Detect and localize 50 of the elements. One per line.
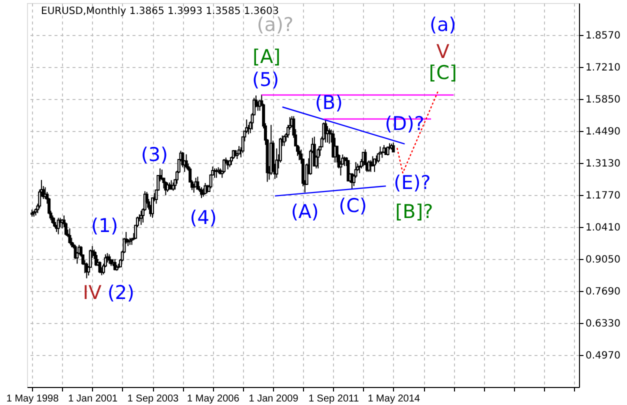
y-tick-label: 1.3130	[586, 158, 620, 170]
candlestick	[184, 154, 188, 169]
candlestick	[324, 120, 328, 144]
y-tick-label: 0.9050	[586, 254, 620, 266]
candlestick	[369, 160, 372, 172]
annotation: IV	[82, 282, 102, 304]
y-tick-label: 0.7690	[586, 286, 620, 298]
y-tick-label: 1.8570	[586, 30, 620, 42]
annotation: (2)	[107, 282, 134, 304]
y-tick-label: 1.5850	[586, 94, 620, 106]
candlestick	[222, 158, 226, 174]
x-tick-label: 1 Jan 2009	[248, 394, 299, 404]
candlestick	[373, 158, 376, 172]
annotation: [B]?	[395, 201, 434, 223]
annotation: (E)?	[394, 172, 431, 194]
y-tick-label: 0.4970	[586, 350, 620, 362]
chart-title: EURUSD,Monthly 1.3865 1.3993 1.3585 1.3603	[41, 6, 279, 17]
annotation: (4)	[190, 207, 217, 229]
x-tick-label: 1 May 2014	[368, 394, 420, 404]
candlestick	[53, 217, 56, 228]
candlestick	[98, 260, 102, 274]
x-tick-label: 1 May 2006	[187, 394, 240, 404]
y-tick-label: 1.4490	[586, 126, 620, 138]
annotation: (5)	[252, 69, 280, 91]
x-tick-label: 1 May 1998	[6, 394, 60, 404]
y-tick-label: 1.0410	[586, 222, 620, 234]
y-tick-label: 0.6330	[586, 318, 620, 330]
candlestick	[346, 159, 350, 182]
candlestick	[108, 254, 111, 264]
x-tick-label: 1 Jan 2001	[68, 394, 118, 404]
annotation: (A)	[291, 201, 319, 223]
annotation: (B)	[314, 92, 343, 114]
x-tick-label: 1 Sep 2003	[127, 394, 180, 404]
annotation: [A]	[252, 46, 280, 68]
annotation: (a)?	[256, 14, 294, 36]
y-tick-label: 1.7210	[586, 62, 620, 74]
y-tick-label: 1.1770	[586, 190, 620, 202]
annotation: (C)	[338, 195, 367, 217]
annotation: [C]	[428, 62, 457, 84]
annotation: V	[436, 41, 450, 63]
annotation: (a)	[430, 14, 456, 36]
candlestick	[316, 148, 320, 169]
annotation: (3)	[140, 144, 168, 166]
annotation: (1)	[91, 215, 118, 237]
candlestick	[151, 197, 154, 218]
x-tick-label: 1 Sep 2011	[308, 394, 360, 404]
candlestick	[196, 176, 200, 190]
candlestick	[298, 146, 301, 161]
annotation: (D)?	[384, 113, 424, 135]
candlestick	[245, 118, 248, 134]
